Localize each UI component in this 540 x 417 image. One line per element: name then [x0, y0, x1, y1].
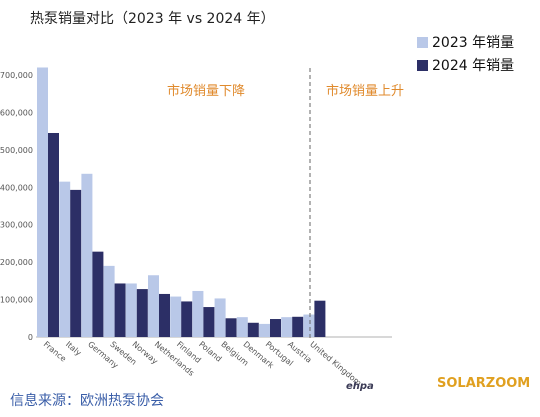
bar-united-kingdom-2024: [314, 300, 326, 337]
bar-united-kingdom-2023: [303, 314, 315, 337]
y-tick-label: 600,000: [0, 108, 33, 117]
bar-netherlands-2023: [148, 275, 159, 337]
bar-germany-2024: [92, 251, 104, 337]
bar-belgium-2023: [214, 298, 226, 337]
chart-title: 热泵销量对比（2023 年 vs 2024 年）: [30, 11, 275, 27]
bar-italy-2023: [59, 181, 71, 337]
y-tick-label: 200,000: [0, 258, 33, 267]
y-tick-label: 700,000: [0, 71, 33, 80]
bar-poland-2023: [192, 290, 204, 337]
y-tick-label: 400,000: [0, 183, 33, 192]
bar-netherlands-2024: [159, 293, 170, 337]
bar-austria-2024: [292, 316, 304, 337]
x-tick-label: France: [42, 340, 68, 364]
legend-label-2023: 2023 年销量: [432, 35, 514, 51]
bar-finland-2024: [181, 301, 193, 337]
bar-germany-2023: [81, 173, 93, 337]
bar-sweden-2023: [103, 265, 115, 337]
bar-italy-2024: [70, 189, 82, 337]
x-tick-label: Poland: [197, 340, 223, 364]
bar-denmark-2023: [236, 317, 248, 337]
annotation-increase: 市场销量上升: [326, 83, 404, 99]
bar-belgium-2024: [225, 318, 237, 337]
solarzoom-brand: SOLARZOOM: [437, 376, 530, 391]
bar-france-2023: [37, 67, 48, 338]
bar-france-2024: [48, 132, 59, 337]
y-tick-label: 300,000: [0, 221, 33, 230]
bar-sweden-2024: [114, 283, 126, 337]
y-tick-label: 500,000: [0, 146, 33, 155]
legend: 2023 年销量 2024 年销量: [417, 35, 514, 74]
legend-label-2024: 2024 年销量: [432, 58, 514, 74]
legend-swatch-2024: [417, 60, 428, 71]
ehpa-logo: ehpa: [346, 381, 374, 392]
y-tick-label: 100,000: [0, 296, 33, 305]
legend-swatch-2023: [417, 37, 428, 48]
y-tick-label: 0: [28, 333, 33, 342]
source-note: 信息来源：欧洲热泵协会: [10, 392, 164, 409]
bar-norway-2023: [125, 283, 137, 337]
bar-norway-2024: [136, 289, 148, 337]
annotation-decrease: 市场销量下降: [167, 83, 245, 99]
bar-austria-2023: [281, 317, 293, 337]
bar-portugal-2023: [259, 323, 270, 337]
bar-finland-2023: [170, 296, 182, 337]
bar-denmark-2024: [247, 322, 259, 337]
bar-portugal-2024: [270, 319, 281, 337]
bars: [37, 67, 326, 338]
bar-poland-2024: [203, 307, 215, 337]
